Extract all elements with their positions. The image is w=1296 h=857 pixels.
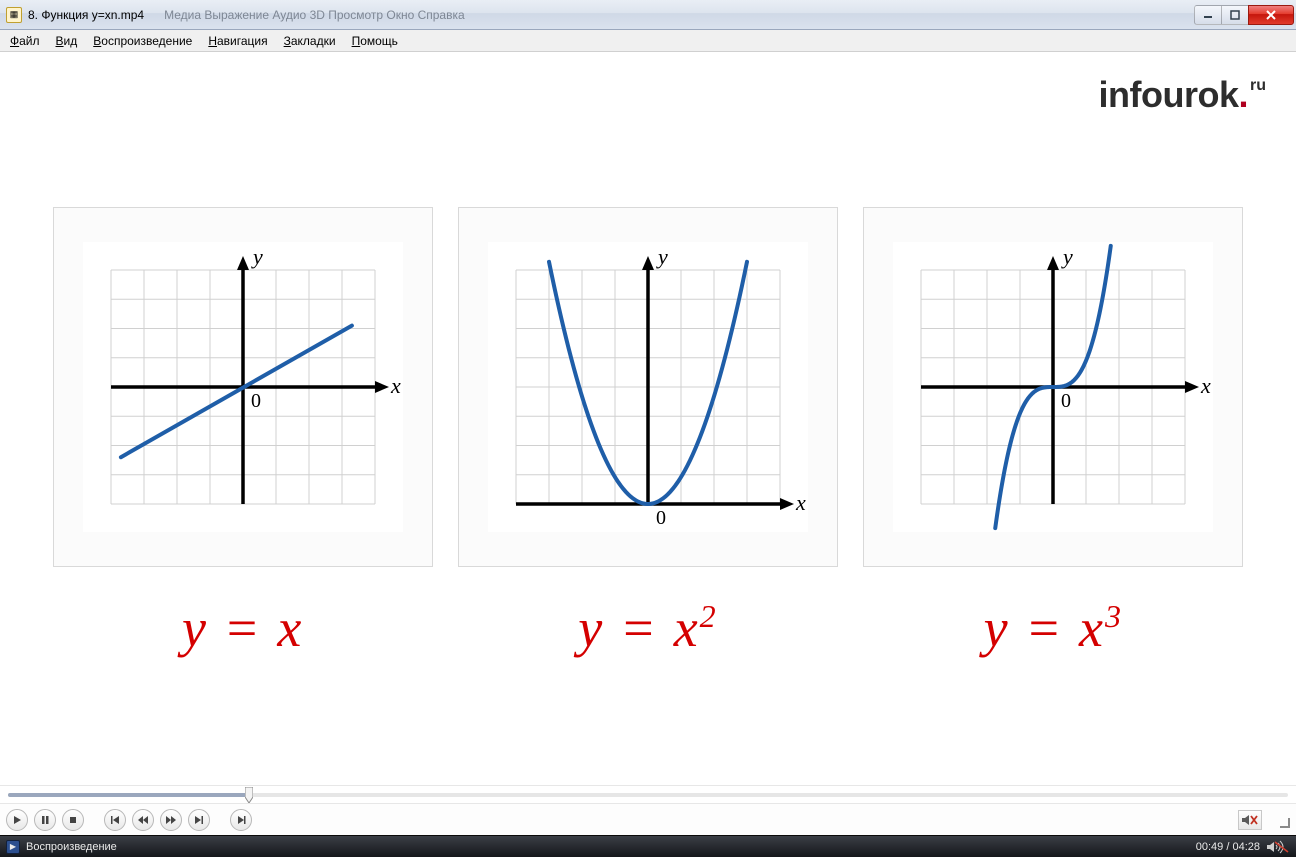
window-minimize-button[interactable] (1194, 5, 1222, 25)
prev-button[interactable] (104, 809, 126, 831)
seek-handle[interactable] (245, 787, 253, 803)
mute-button[interactable] (1238, 810, 1262, 830)
svg-text:x: x (795, 490, 806, 515)
slide-row: y x 0 y = x y x 0 y = x2 y x 0 y = x3 (0, 207, 1296, 659)
formula-parabola: y = x2 (578, 597, 717, 659)
status-volume-icon[interactable] (1266, 840, 1290, 854)
graph-linear: y x 0 (53, 207, 433, 567)
next-button[interactable] (188, 809, 210, 831)
window-title-faded: Медиа Выражение Аудио 3D Просмотр Окно С… (144, 8, 1195, 22)
status-time: 00:49 / 04:28 (1196, 841, 1260, 853)
video-content[interactable]: infourok. ru y x 0 y = x y x 0 y = x2 y x 0 y … (0, 52, 1296, 785)
seek-track[interactable] (8, 793, 1288, 797)
statusbar: ▶ Воспроизведение 00:49 / 04:28 (0, 835, 1296, 857)
panel-linear: y x 0 y = x (53, 207, 433, 659)
svg-text:0: 0 (656, 507, 666, 529)
svg-text:y: y (1061, 244, 1073, 269)
play-button[interactable] (6, 809, 28, 831)
graph-parabola: y x 0 (458, 207, 838, 567)
svg-text:0: 0 (251, 390, 261, 412)
svg-text:x: x (390, 373, 401, 398)
menubar: Файл Вид Воспроизведение Навигация Закла… (0, 30, 1296, 52)
graph-cubic: y x 0 (863, 207, 1243, 567)
panel-cubic: y x 0 y = x3 (863, 207, 1243, 659)
svg-text:0: 0 (1061, 390, 1071, 412)
menu-help[interactable]: Помощь (346, 32, 404, 50)
svg-text:y: y (251, 244, 263, 269)
menu-bookmarks[interactable]: Закладки (278, 32, 342, 50)
window-maximize-button[interactable] (1221, 5, 1249, 25)
svg-text:x: x (1200, 373, 1211, 398)
svg-text:y: y (656, 244, 668, 269)
panel-parabola: y x 0 y = x2 (458, 207, 838, 659)
status-text: Воспроизведение (26, 841, 117, 853)
menu-file[interactable]: Файл (4, 32, 46, 50)
window-close-button[interactable] (1248, 5, 1294, 25)
forward-button[interactable] (160, 809, 182, 831)
menu-navigation[interactable]: Навигация (202, 32, 273, 50)
formula-cubic: y = x3 (984, 597, 1123, 659)
seek-fill (8, 793, 249, 797)
menu-view[interactable]: Вид (50, 32, 84, 50)
menu-playback[interactable]: Воспроизведение (87, 32, 198, 50)
pause-button[interactable] (34, 809, 56, 831)
brand-logo: infourok. ru (1099, 74, 1267, 116)
window-title: 8. Функция y=xn.mp4 (28, 8, 144, 22)
window-titlebar: ▦ 8. Функция y=xn.mp4 Медиа Выражение Ау… (0, 0, 1296, 30)
stop-button[interactable] (62, 809, 84, 831)
formula-linear: y = x (182, 597, 303, 659)
seekbar[interactable] (0, 785, 1296, 803)
step-button[interactable] (230, 809, 252, 831)
status-icon: ▶ (6, 840, 20, 854)
rewind-button[interactable] (132, 809, 154, 831)
app-icon: ▦ (6, 7, 22, 23)
resize-grip[interactable] (1274, 812, 1290, 828)
controls-bar (0, 803, 1296, 835)
